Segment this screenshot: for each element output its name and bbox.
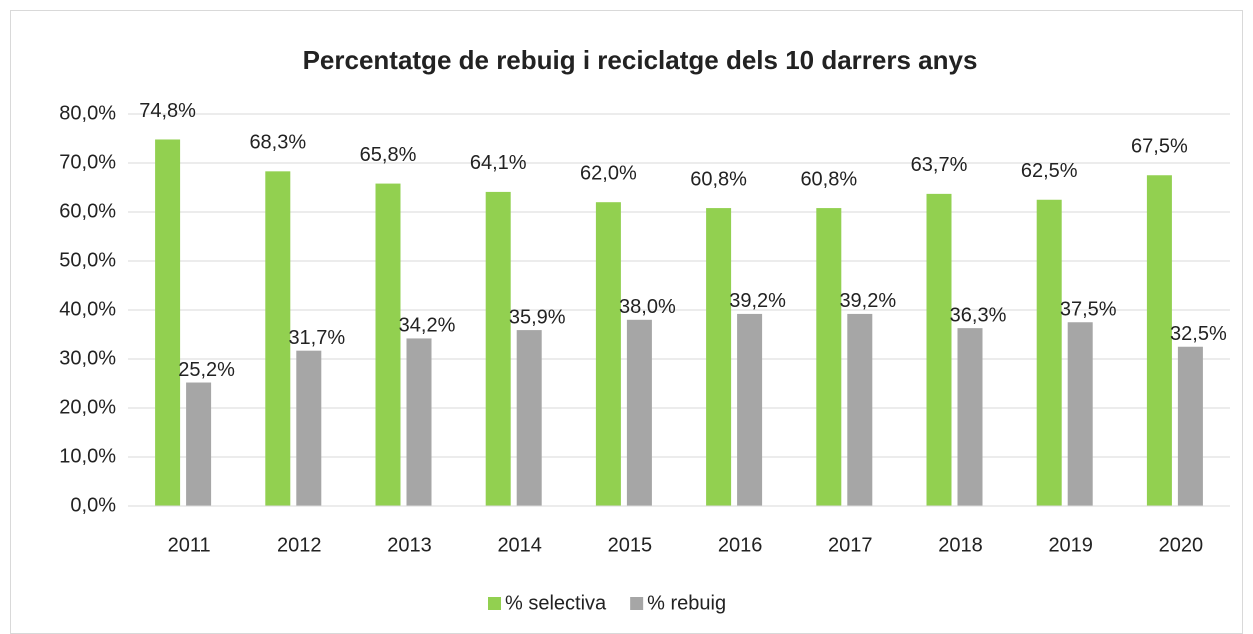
data-label: 35,9%	[509, 306, 566, 328]
bar	[816, 208, 842, 506]
data-label: 62,5%	[1021, 160, 1078, 182]
x-tick-label: 2011	[168, 534, 211, 556]
y-tick-label: 10,0%	[59, 445, 116, 467]
data-label: 60,8%	[690, 168, 747, 190]
bar	[516, 330, 542, 506]
bar	[485, 191, 511, 506]
x-tick-label: 2020	[1159, 534, 1204, 556]
x-tick-label: 2016	[718, 534, 763, 556]
bar	[626, 319, 652, 506]
chart-title: Percentatge de rebuig i reciclatge dels …	[303, 45, 978, 75]
bar	[1146, 175, 1172, 506]
data-label: 62,0%	[580, 162, 637, 184]
bar	[375, 183, 401, 506]
x-tick-label: 2017	[828, 534, 873, 556]
y-tick-label: 60,0%	[59, 200, 116, 222]
legend-label: % selectiva	[505, 592, 607, 614]
bar	[706, 208, 732, 506]
x-tick-label: 2015	[608, 534, 653, 556]
y-tick-label: 20,0%	[59, 396, 116, 418]
data-label: 31,7%	[288, 327, 345, 349]
bar	[265, 171, 291, 506]
bar	[1067, 322, 1093, 506]
bar	[595, 202, 621, 506]
legend-label: % rebuig	[647, 592, 726, 614]
data-label: 64,1%	[470, 152, 527, 174]
bar	[186, 382, 212, 506]
data-label: 37,5%	[1060, 299, 1117, 321]
bar	[737, 313, 763, 506]
data-label: 68,3%	[249, 132, 306, 154]
x-tick-label: 2012	[277, 534, 322, 556]
data-label: 32,5%	[1170, 323, 1227, 345]
bar	[296, 350, 322, 506]
data-label: 34,2%	[399, 315, 456, 337]
data-label: 38,0%	[619, 296, 676, 318]
bar	[1177, 346, 1203, 506]
data-label: 36,3%	[950, 304, 1007, 326]
data-label: 65,8%	[360, 144, 417, 166]
data-label: 60,8%	[800, 168, 857, 190]
bar	[926, 193, 952, 506]
bar	[406, 338, 432, 506]
bar	[847, 313, 873, 506]
y-tick-label: 50,0%	[59, 249, 116, 271]
y-tick-label: 0,0%	[70, 494, 116, 516]
legend-swatch	[488, 597, 501, 610]
y-tick-label: 70,0%	[59, 151, 116, 173]
y-tick-label: 30,0%	[59, 347, 116, 369]
bar	[155, 139, 181, 507]
x-tick-label: 2018	[938, 534, 983, 556]
data-label: 39,2%	[729, 290, 786, 312]
y-tick-label: 80,0%	[59, 102, 116, 124]
data-label: 63,7%	[911, 154, 968, 176]
data-label: 67,5%	[1131, 136, 1188, 158]
data-label: 74,8%	[139, 100, 196, 122]
x-tick-label: 2013	[387, 534, 432, 556]
legend-swatch	[630, 597, 644, 610]
y-tick-label: 40,0%	[59, 298, 116, 320]
bar	[1036, 199, 1062, 506]
x-tick-label: 2014	[497, 534, 542, 556]
x-tick-label: 2019	[1048, 534, 1093, 556]
bar	[957, 328, 983, 506]
data-label: 25,2%	[178, 359, 235, 381]
data-label: 39,2%	[839, 290, 896, 312]
